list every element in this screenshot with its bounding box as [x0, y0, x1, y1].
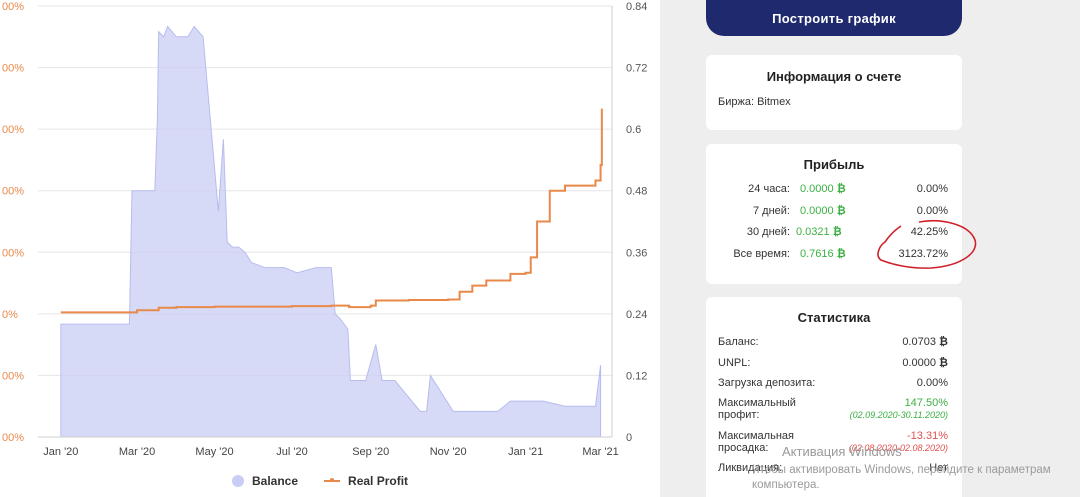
profit-card: Прибыль 24 часа: 0.0000 ₿ 0.00% 7 дней: … — [706, 144, 977, 284]
balance-legend-marker — [232, 475, 244, 487]
x-tick-label: Mar '21 — [582, 446, 618, 458]
x-tick-label: May '20 — [195, 446, 233, 458]
stat-label: Загрузка депозита: — [718, 377, 816, 389]
profit-row-percent: 42.25% — [910, 226, 948, 238]
stat-date-range: (02.08.2020-02.08.2020) — [848, 443, 948, 453]
profit-row-label: 7 дней: — [753, 205, 790, 217]
profit-row-label: Все время: — [733, 248, 790, 260]
bitcoin-icon: ₿ — [939, 336, 948, 348]
stat-value: 0.00% — [916, 377, 948, 389]
y-left-tick-label: 00% — [2, 432, 24, 444]
profit-row-label: 24 часа: — [748, 183, 790, 195]
account-info-card: Информация о счете Биржа: Bitmex — [706, 55, 962, 130]
y-right-tick-label: 0.6 — [626, 124, 641, 136]
stat-label: Максимальный профит: — [718, 397, 796, 421]
account-info-title: Информация о счете — [766, 69, 902, 84]
windows-activation-hint: Чтобы активировать Windows, перейдите к … — [752, 464, 1051, 491]
stat-value: 0.0000 ₿ — [902, 357, 948, 369]
stat-label: Максимальная просадка: — [718, 430, 794, 454]
y-right-tick-label: 0.84 — [626, 1, 647, 13]
stat-label: Ликвидация: — [718, 462, 783, 474]
y-right-tick-label: 0.12 — [626, 370, 647, 382]
bitcoin-icon: ₿ — [836, 205, 846, 217]
stat-date-range: (02.09.2020-30.11.2020) — [849, 410, 948, 420]
y-right-tick-label: 0.24 — [626, 309, 647, 321]
x-tick-label: Jan '21 — [508, 446, 543, 458]
y-left-tick-label: 00% — [2, 63, 24, 75]
stat-label: UNPL: — [718, 357, 751, 369]
profit-row-value: 0.7616 ₿ — [800, 248, 846, 260]
profit-row-percent: 0.00% — [916, 183, 948, 195]
y-left-tick-label: 00% — [2, 370, 24, 382]
y-right-tick-label: 0.36 — [626, 247, 647, 259]
y-left-tick-label: 00% — [2, 1, 24, 13]
profit-row-7d: 7 дней: 0.0000 ₿ 0.00% — [706, 205, 962, 221]
y-right-tick-label: 0 — [626, 432, 632, 444]
x-tick-label: Mar '20 — [119, 446, 155, 458]
chart-legend: Balance Real Profit — [232, 474, 408, 488]
windows-activation-watermark: Активация Windows — [782, 444, 902, 459]
profit-row-value: 0.0000 ₿ — [800, 205, 846, 217]
y-right-tick-label: 0.72 — [626, 63, 647, 75]
y-left-tick-label: 0% — [2, 309, 18, 321]
profit-row-30d: 30 дней: 0.0321 ₿ 42.25% — [706, 226, 962, 242]
profit-row-percent: 3123.72% — [898, 248, 948, 260]
legend-label-real-profit: Real Profit — [348, 474, 409, 488]
real-profit-legend-marker — [324, 478, 341, 482]
stat-value: 0.0703 ₿ — [902, 336, 948, 348]
stat-value: Нет — [929, 462, 948, 474]
stat-value: 147.50% — [904, 397, 948, 409]
side-panel: Построить график Информация о счете Бирж… — [660, 0, 1080, 497]
y-left-tick-label: 00% — [2, 186, 24, 198]
chart-area: 0.84 00% 0.72 00% 0.6 00% 0.48 00% 0.36 00% 0.24 0%… — [2, 1, 648, 488]
bitcoin-icon: ₿ — [832, 226, 842, 238]
legend-item-balance[interactable]: Balance — [232, 474, 298, 488]
profit-row-value: 0.0000 ₿ — [800, 183, 846, 195]
x-tick-label: Jan '20 — [43, 446, 78, 458]
real-profit-line — [60, 108, 603, 314]
profit-title: Прибыль — [803, 157, 865, 172]
exchange-label: Биржа: Bitmex — [718, 96, 791, 108]
bitcoin-icon: ₿ — [836, 248, 846, 260]
profit-row-label: 30 дней: — [746, 226, 790, 238]
profit-row-value: 0.0321 ₿ — [796, 226, 842, 238]
statistics-title: Статистика — [797, 310, 871, 325]
y-left-tick-label: 00% — [2, 247, 24, 259]
bitcoin-icon: ₿ — [836, 183, 846, 195]
stat-label: Баланс: — [718, 336, 759, 348]
statistics-card: Статистика Баланс: 0.0703 ₿ UNPL: 0.0000… — [706, 297, 962, 497]
y-right-tick-label: 0.48 — [626, 186, 647, 198]
x-tick-label: Nov '20 — [430, 446, 467, 458]
balance-area — [60, 25, 602, 438]
legend-label-balance: Balance — [252, 474, 299, 488]
profit-row-percent: 0.00% — [916, 205, 948, 217]
build-chart-button[interactable]: Построить график — [706, 0, 962, 36]
profit-row-all-time: Все время: 0.7616 ₿ 3123.72% — [706, 248, 962, 264]
stat-value: -13.31% — [907, 430, 948, 442]
x-tick-label: Jul '20 — [276, 446, 307, 458]
balance-profit-chart: 0.84 00% 0.72 00% 0.6 00% 0.48 00% 0.36 00% 0.24 0%… — [2, 1, 647, 458]
legend-item-real-profit[interactable]: Real Profit — [324, 474, 408, 488]
x-tick-label: Sep '20 — [352, 446, 389, 458]
profit-row-24h: 24 часа: 0.0000 ₿ 0.00% — [706, 183, 962, 199]
y-left-tick-label: 00% — [2, 124, 24, 136]
hand-drawn-circle-annotation — [877, 220, 977, 269]
bitcoin-icon: ₿ — [939, 357, 948, 369]
